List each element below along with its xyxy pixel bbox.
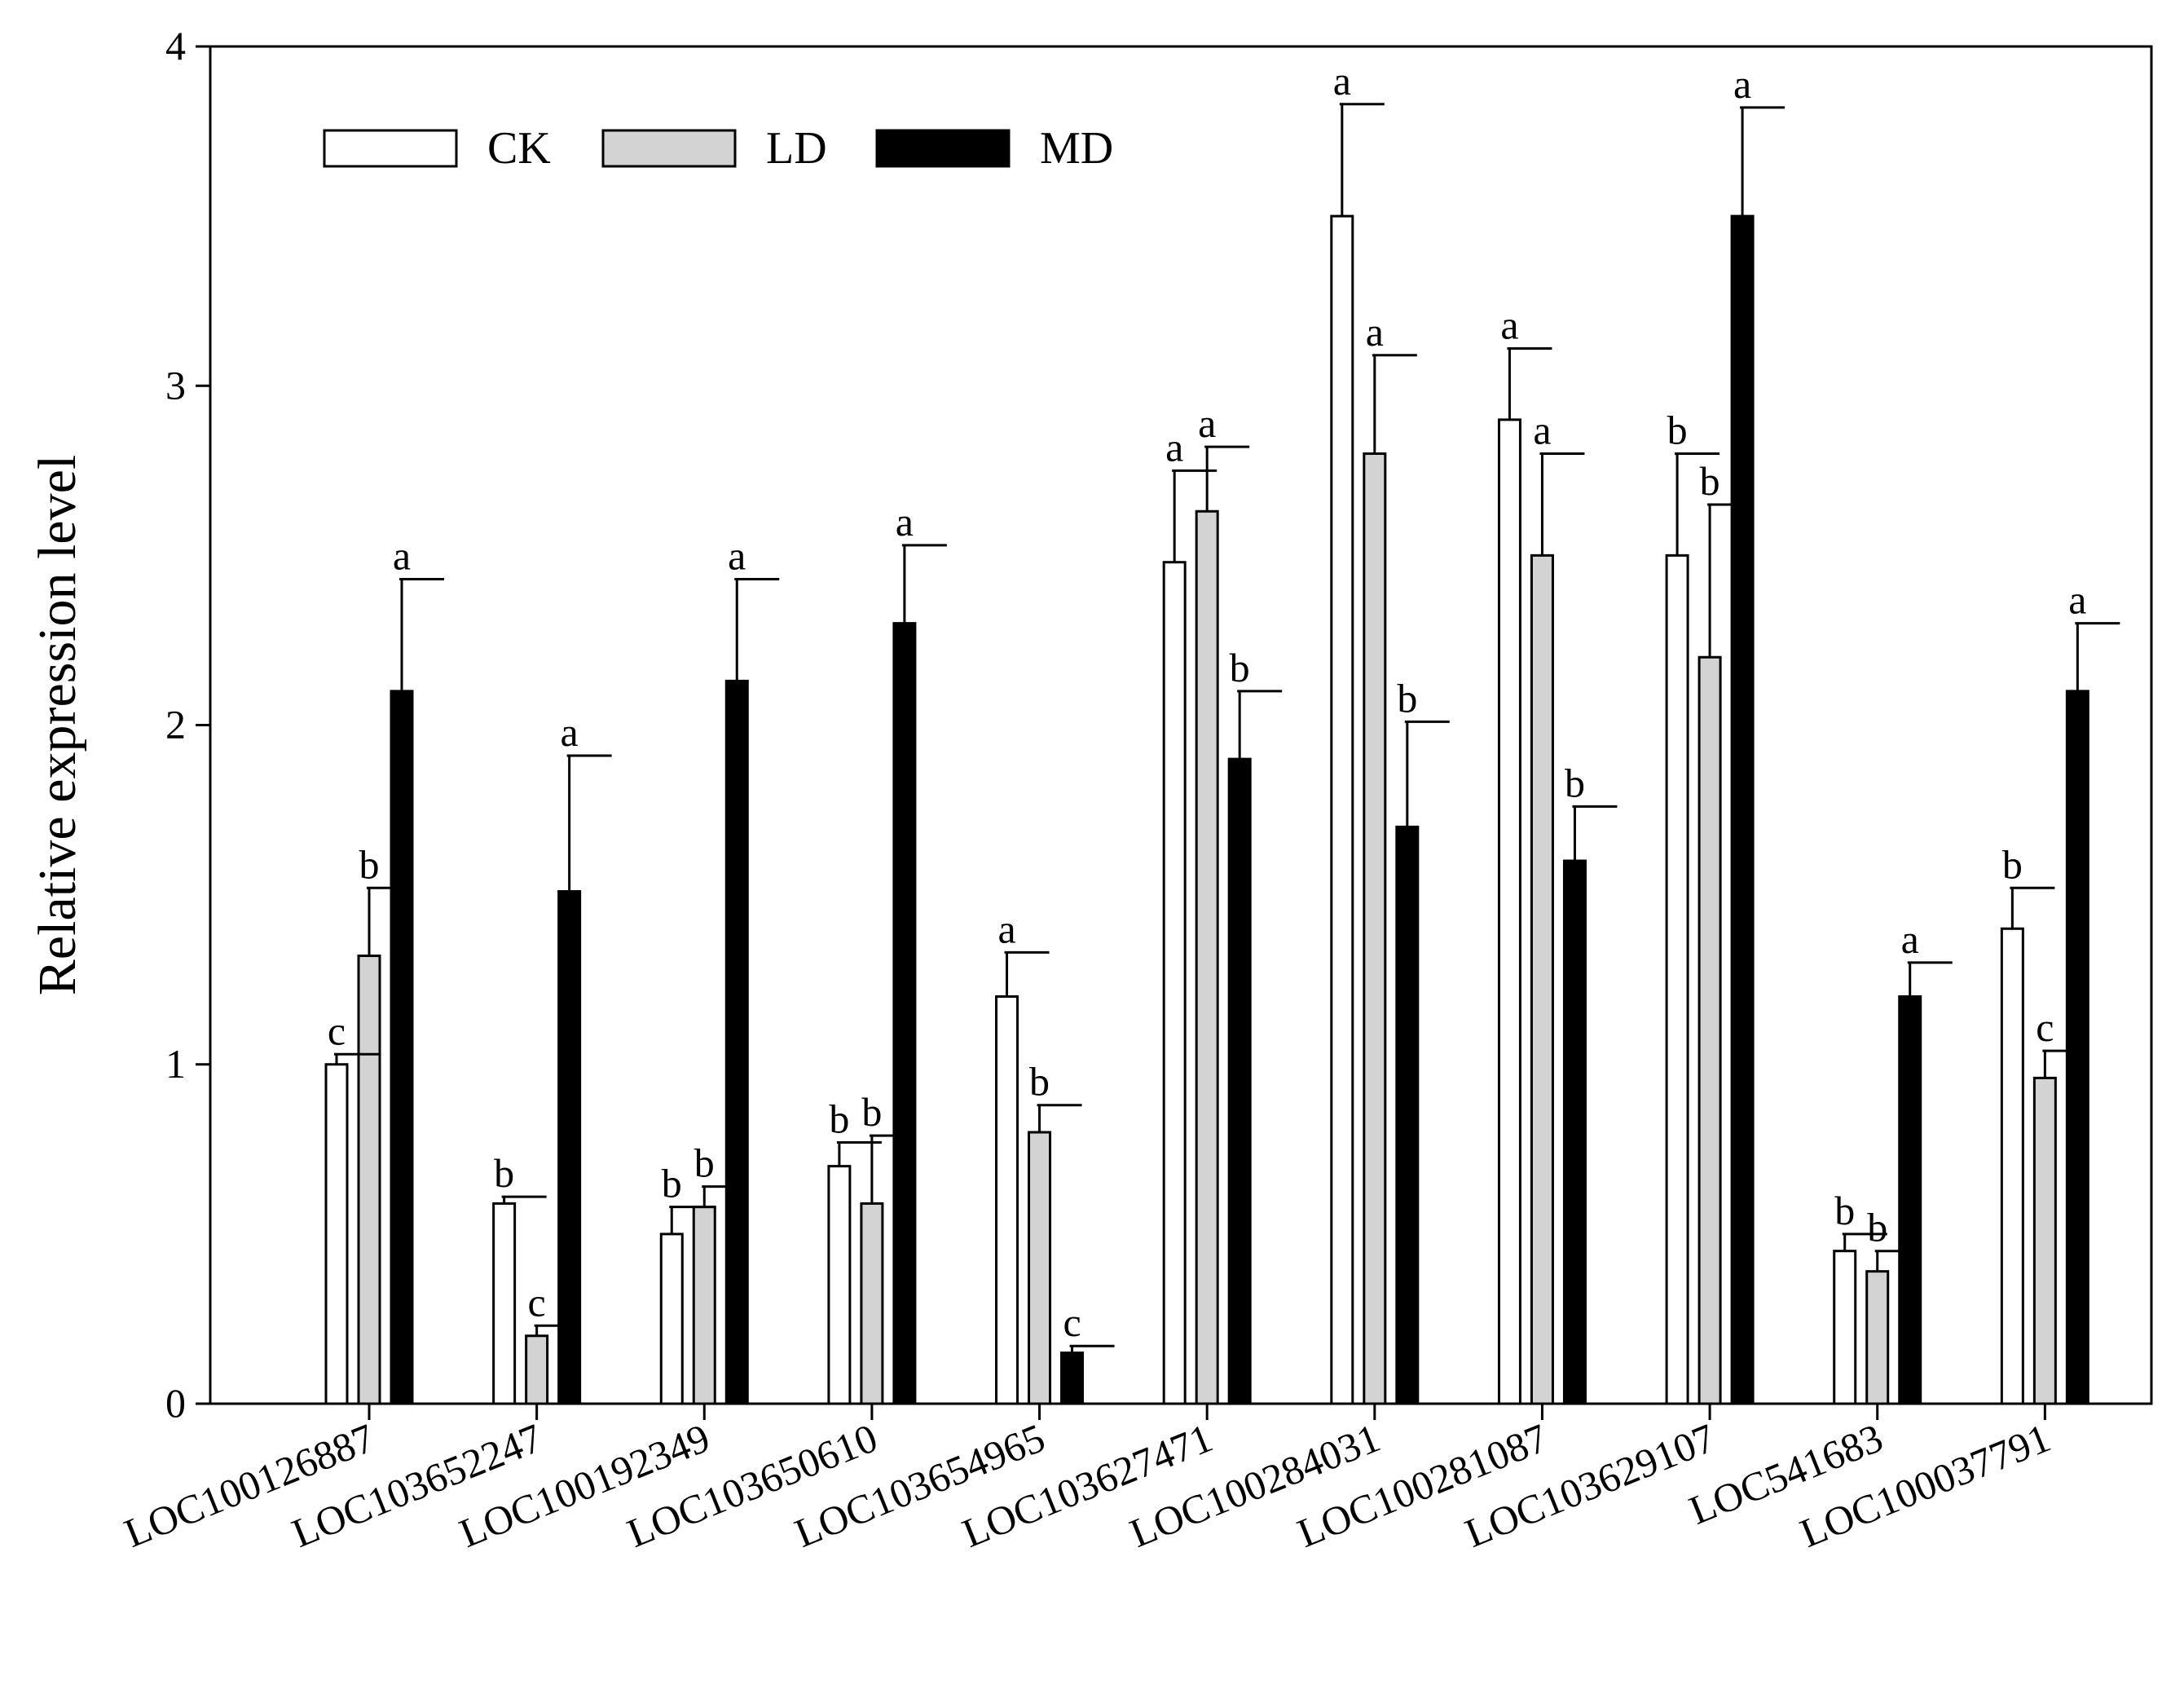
- legend-label-md: MD: [1040, 123, 1113, 174]
- legend: CK LD MD: [323, 123, 1113, 174]
- plot-frame: [209, 45, 2153, 1405]
- significance-letter: b: [1700, 458, 1720, 504]
- legend-swatch-ld: [601, 129, 737, 168]
- bar-ck: [1833, 1250, 1857, 1405]
- bar-ld: [1028, 1131, 1052, 1405]
- significance-letter: a: [1901, 916, 1919, 962]
- significance-letter: b: [1029, 1059, 1050, 1105]
- y-tick-label: 3: [165, 362, 186, 408]
- significance-letter: c: [328, 1008, 346, 1053]
- significance-letter: a: [1333, 58, 1351, 104]
- bar-ck: [324, 1063, 349, 1405]
- bar-ld: [1697, 655, 1722, 1405]
- legend-label-ck: CK: [487, 123, 551, 174]
- significance-letter: c: [1063, 1299, 1081, 1345]
- significance-letter: b: [1867, 1205, 1887, 1250]
- y-tick-label: 2: [165, 702, 186, 747]
- legend-swatch-md: [875, 129, 1011, 168]
- bar-ld: [692, 1206, 716, 1405]
- significance-letter: a: [1733, 61, 1751, 107]
- bar-ck: [492, 1202, 517, 1405]
- significance-letter: a: [393, 533, 411, 579]
- y-tick-label: 0: [165, 1380, 186, 1426]
- bar-ld: [1530, 553, 1554, 1405]
- bar-ck: [995, 995, 1019, 1405]
- bar-ck: [2000, 927, 2024, 1405]
- bar-ld: [525, 1334, 549, 1405]
- bar-md: [1395, 825, 1420, 1405]
- bar-md: [724, 679, 749, 1405]
- bar-ld: [1363, 452, 1387, 1405]
- bar-ck: [827, 1165, 852, 1405]
- bar-md: [390, 690, 414, 1405]
- significance-letter: a: [1366, 309, 1384, 355]
- significance-letter: a: [728, 533, 746, 579]
- y-axis: 0 1 2 3 4: [165, 23, 210, 1426]
- significance-letter: b: [861, 1089, 882, 1135]
- significance-letter: a: [997, 906, 1015, 951]
- significance-letter: c: [2036, 1004, 2054, 1050]
- bar-ck: [1497, 418, 1521, 1405]
- bar-md: [1898, 995, 1922, 1405]
- significance-letter: a: [1533, 408, 1551, 453]
- bar-md: [1227, 757, 1252, 1405]
- bar-ld: [1195, 509, 1219, 1405]
- bar-groups: [324, 214, 2089, 1405]
- significance-letter: a: [1198, 400, 1216, 446]
- y-tick-label: 1: [165, 1041, 186, 1087]
- significance-letter: b: [1667, 408, 1688, 453]
- significance-letter: b: [2002, 841, 2023, 887]
- significance-letter: a: [1165, 424, 1183, 470]
- significance-letter: b: [1397, 675, 1417, 721]
- significance-letter: b: [662, 1161, 682, 1206]
- bar-md: [1562, 859, 1587, 1405]
- error-bars: [334, 103, 2120, 1353]
- y-axis-label: Relative expression level: [28, 455, 87, 995]
- significance-letter: b: [829, 1096, 849, 1141]
- significance-letter: a: [2068, 577, 2086, 623]
- bar-ck: [659, 1233, 684, 1405]
- bar-ck: [1162, 561, 1187, 1405]
- significance-letter: c: [528, 1279, 546, 1325]
- significance-letter: b: [1834, 1188, 1855, 1233]
- bar-md: [2065, 690, 2089, 1405]
- y-tick-label: 4: [165, 23, 186, 68]
- significance-letter: a: [1500, 302, 1518, 347]
- legend-label-ld: LD: [766, 123, 827, 174]
- significance-letter: b: [694, 1140, 715, 1186]
- significance-letter: a: [896, 499, 914, 545]
- bar-ld: [2032, 1076, 2057, 1405]
- bar-ck: [1665, 553, 1689, 1405]
- legend-swatch-ck: [323, 129, 458, 168]
- bar-ld: [860, 1202, 884, 1405]
- significance-letter: a: [561, 709, 579, 755]
- bar-ck: [1330, 214, 1354, 1405]
- bar-ld: [1865, 1270, 1890, 1405]
- significance-letter: b: [1565, 760, 1585, 805]
- bar-ld: [357, 955, 381, 1405]
- significance-letter: b: [1230, 645, 1250, 690]
- bar-md: [1060, 1352, 1085, 1405]
- bar-md: [1730, 214, 1755, 1405]
- significance-letter: b: [359, 841, 380, 887]
- significance-letter: b: [494, 1150, 514, 1196]
- x-axis: LOC100126887LOC103652247LOC100192349LOC1…: [118, 1404, 2056, 1556]
- bar-md: [892, 622, 917, 1405]
